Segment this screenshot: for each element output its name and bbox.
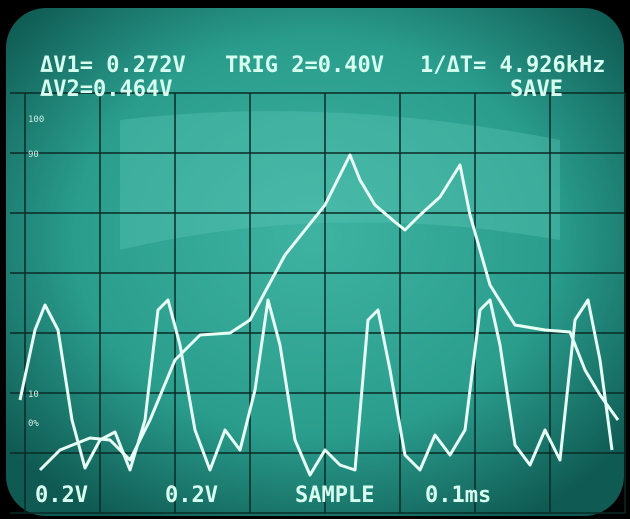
ch2-scale: 0.2V <box>165 483 218 508</box>
trigger: TRIG 2=0.40V <box>225 53 384 78</box>
frequency: 1/ΔT= 4.926kHz <box>420 53 605 78</box>
graticule-label: 100 <box>28 115 44 125</box>
delta-v2: ΔV2=0.464V <box>40 77 172 102</box>
graticule-label: 0% <box>28 419 39 429</box>
graticule-label: 90 <box>28 150 39 160</box>
time-scale: 0.1ms <box>425 483 491 508</box>
ch1-scale: 0.2V <box>35 483 88 508</box>
mode: SAVE <box>510 77 563 102</box>
delta-v1: ΔV1= 0.272V <box>40 53 186 78</box>
acquisition: SAMPLE <box>295 483 374 508</box>
oscilloscope-screen: ΔV1= 0.272V TRIG 2=0.40V 1/ΔT= 4.926kHz … <box>0 0 630 519</box>
graticule-label: 10 <box>28 390 39 400</box>
